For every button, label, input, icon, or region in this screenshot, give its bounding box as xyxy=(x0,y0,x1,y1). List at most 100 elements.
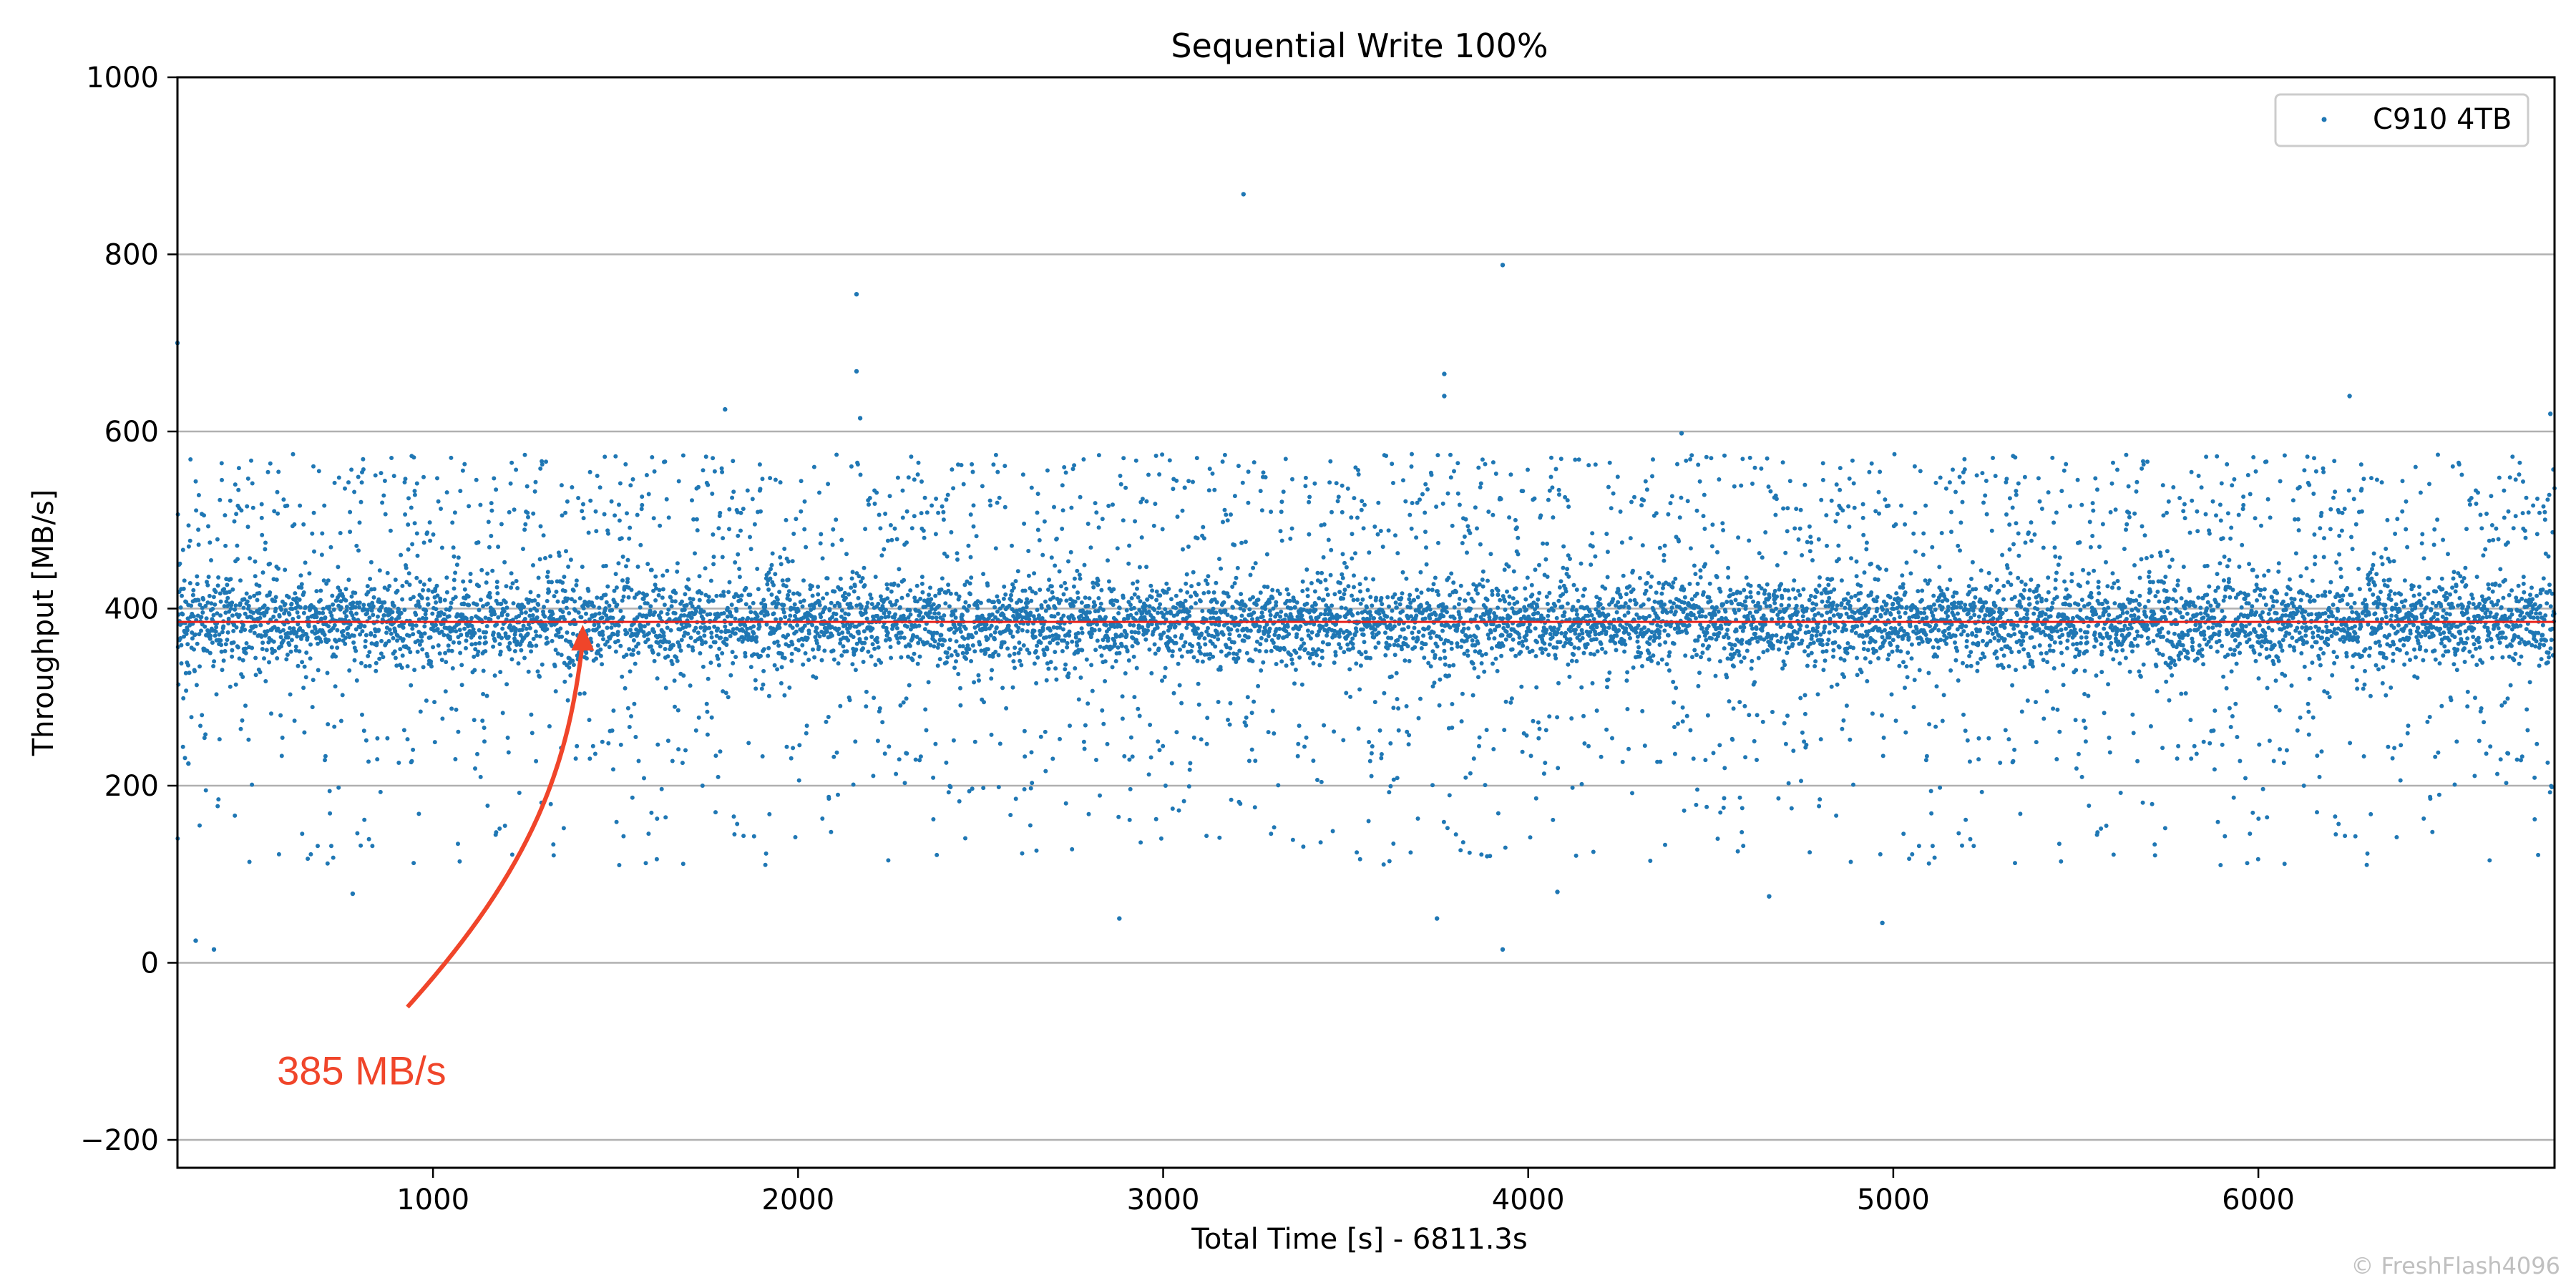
data-point xyxy=(587,617,592,622)
data-point xyxy=(292,718,297,723)
data-point xyxy=(1277,633,1282,638)
data-point xyxy=(570,658,575,663)
data-point xyxy=(731,814,736,819)
data-point xyxy=(231,628,236,633)
data-point xyxy=(678,648,683,653)
data-point xyxy=(399,552,404,557)
data-point xyxy=(786,592,791,597)
data-point xyxy=(225,630,230,635)
data-point xyxy=(1194,601,1198,606)
data-point xyxy=(655,676,660,681)
data-point xyxy=(776,643,781,648)
data-point xyxy=(1422,655,1427,660)
data-point xyxy=(1491,661,1495,666)
data-point xyxy=(375,757,380,762)
data-point xyxy=(997,741,1002,746)
data-point xyxy=(1022,787,1027,791)
data-point xyxy=(323,758,327,763)
data-point xyxy=(491,644,496,649)
data-point xyxy=(1445,491,1450,496)
data-point xyxy=(1473,505,1478,510)
data-point xyxy=(502,609,507,614)
data-point xyxy=(264,648,269,653)
data-point xyxy=(1174,478,1179,483)
data-point xyxy=(483,615,488,620)
data-point xyxy=(372,633,377,638)
data-point xyxy=(1166,587,1171,591)
data-point xyxy=(236,466,241,471)
data-point xyxy=(816,592,821,597)
data-point xyxy=(1448,592,1453,597)
data-point xyxy=(839,608,844,613)
data-point xyxy=(540,462,545,467)
data-point xyxy=(446,643,451,648)
data-point xyxy=(519,648,524,653)
data-point xyxy=(1436,592,1441,597)
data-point xyxy=(917,758,922,763)
data-point xyxy=(326,638,331,643)
data-point xyxy=(1189,649,1194,653)
data-point xyxy=(500,711,505,716)
data-point xyxy=(1016,625,1021,630)
data-point xyxy=(888,645,893,650)
data-point xyxy=(323,753,328,758)
data-point xyxy=(293,644,298,649)
data-point xyxy=(1152,608,1157,613)
data-point xyxy=(1484,728,1489,733)
data-point xyxy=(502,824,507,828)
data-point xyxy=(649,810,654,815)
data-point xyxy=(1316,647,1321,652)
data-point xyxy=(1405,644,1410,649)
data-point xyxy=(1136,640,1140,645)
data-point xyxy=(316,844,320,849)
data-point xyxy=(1246,635,1251,640)
data-point xyxy=(243,703,248,708)
data-point xyxy=(540,662,545,667)
data-point xyxy=(748,535,752,540)
data-point xyxy=(955,551,960,556)
data-point xyxy=(1474,613,1479,618)
data-point xyxy=(278,635,283,640)
data-point xyxy=(873,575,878,580)
data-point xyxy=(1018,599,1023,604)
data-point xyxy=(406,571,411,576)
data-point xyxy=(1308,608,1313,613)
data-point xyxy=(1212,487,1217,492)
data-point xyxy=(288,625,292,630)
data-point xyxy=(295,634,300,639)
data-point xyxy=(246,603,251,608)
data-point xyxy=(829,829,834,834)
data-point xyxy=(1411,636,1416,640)
data-point xyxy=(1462,535,1467,539)
data-point xyxy=(1251,595,1255,600)
data-point xyxy=(1081,457,1086,462)
data-point xyxy=(1278,614,1283,619)
data-point xyxy=(519,610,524,615)
data-point xyxy=(841,644,846,649)
data-point xyxy=(947,604,952,609)
data-point xyxy=(1053,605,1058,610)
data-point xyxy=(988,503,993,508)
data-point xyxy=(260,640,265,645)
data-point xyxy=(761,682,766,687)
data-point xyxy=(1415,587,1419,592)
data-point xyxy=(241,605,246,610)
data-point xyxy=(703,640,708,645)
data-point xyxy=(1259,508,1264,513)
data-point xyxy=(585,603,590,608)
data-point xyxy=(497,826,502,831)
data-point xyxy=(411,632,416,637)
data-point xyxy=(907,643,912,648)
data-point xyxy=(1252,610,1257,615)
data-point xyxy=(562,575,567,580)
data-point xyxy=(1144,499,1149,504)
data-point xyxy=(1183,598,1188,603)
data-point xyxy=(1446,575,1451,580)
data-point xyxy=(311,464,316,469)
data-point xyxy=(731,489,736,494)
data-point xyxy=(802,499,807,504)
data-point xyxy=(1121,456,1126,461)
data-point xyxy=(197,602,203,608)
data-point xyxy=(199,615,204,620)
data-point xyxy=(1274,662,1279,666)
